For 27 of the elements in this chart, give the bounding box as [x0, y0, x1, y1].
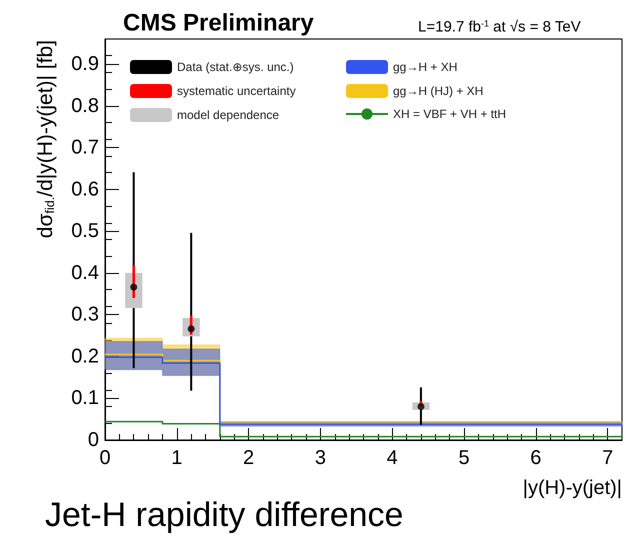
text: Jet-H rapidity difference	[45, 496, 404, 534]
y-tick-label: 0.7	[71, 136, 99, 159]
y-tick-label: 0.9	[71, 53, 99, 76]
x-axis-title: |y(H)-y(jet)|	[522, 477, 622, 499]
legend-label: XH = VBF + VH + ttH	[393, 107, 506, 121]
y-tick-label: 0.3	[71, 304, 99, 326]
legend-label: gg→H (HJ) + XH	[393, 84, 484, 98]
x-tick-label: 5	[458, 447, 470, 469]
x-tick-label: 3	[314, 447, 326, 469]
y-axis-title: dσfid./d|y(H)-y(jet)| [fb]	[34, 40, 58, 238]
y-tick-label: 0.6	[71, 178, 99, 200]
x-tick-label: 1	[171, 447, 182, 469]
x-tick-label: 7	[602, 447, 614, 469]
legend-label: systematic uncertainty	[177, 84, 296, 98]
y-tick-label: 0.8	[71, 94, 99, 117]
chart-title: CMS Preliminary	[123, 10, 314, 36]
y-tick-label: 0.1	[71, 387, 99, 410]
legend-label: gg→H + XH	[393, 60, 458, 74]
legend-label: model dependence	[177, 108, 280, 122]
y-tick-label: 0.4	[71, 262, 99, 284]
x-tick-label: 6	[530, 447, 542, 469]
y-tick-label: 0.5	[71, 220, 99, 242]
legend-label: Data (stat.⊕sys. unc.)	[177, 60, 294, 74]
y-tick-label: 0	[88, 429, 99, 451]
y-tick-label: 0.2	[71, 345, 99, 368]
x-tick-label: 2	[243, 447, 254, 469]
x-tick-label: 4	[386, 447, 398, 469]
